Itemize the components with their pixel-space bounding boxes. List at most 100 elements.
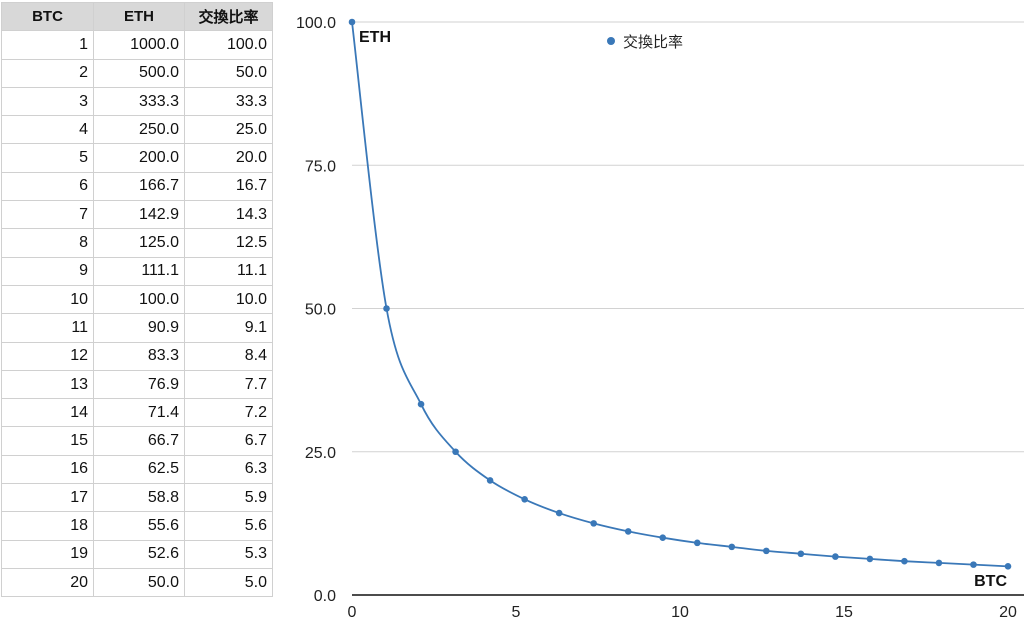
ratio-cell[interactable]: 10.0	[184, 284, 273, 315]
ratio-cell[interactable]: 5.6	[184, 511, 273, 541]
data-point	[797, 550, 805, 558]
y-tick-label: 25.0	[305, 445, 336, 462]
x-tick-label: 0	[348, 604, 357, 621]
btc-cell[interactable]: 12	[1, 341, 94, 371]
table-row: 16 62.5 6.3	[1, 454, 273, 485]
ratio-cell[interactable]: 33.3	[184, 86, 273, 117]
table-row: 18 55.6 5.6	[1, 511, 273, 541]
ratio-cell[interactable]: 8.4	[184, 341, 273, 371]
y-tick-label: 0.0	[314, 588, 336, 605]
btc-cell[interactable]: 20	[1, 567, 94, 598]
eth-cell[interactable]: 142.9	[93, 200, 185, 230]
eth-cell[interactable]: 58.8	[93, 483, 185, 513]
ratio-cell[interactable]: 11.1	[184, 256, 273, 286]
series-line	[351, 21, 1009, 568]
btc-cell[interactable]: 13	[1, 369, 94, 400]
eth-cell[interactable]: 500.0	[93, 58, 185, 88]
data-point	[452, 448, 459, 456]
table-row: 1 1000.0 100.0	[1, 30, 273, 60]
data-point	[728, 543, 736, 551]
y-tick-label: 50.0	[305, 302, 336, 319]
data-table: BTC ETH 交換比率 1 1000.0 100.0 2 500.0 50.0 3 333.…	[1, 1, 273, 598]
table-row: 14 71.4 7.2	[1, 398, 273, 428]
data-point	[417, 400, 425, 408]
btc-cell[interactable]: 4	[1, 115, 94, 145]
ratio-cell[interactable]: 12.5	[184, 228, 273, 258]
x-tick-label: 15	[835, 604, 853, 621]
eth-cell[interactable]: 200.0	[93, 143, 185, 173]
btc-cell[interactable]: 15	[1, 426, 94, 456]
btc-cell[interactable]: 16	[1, 454, 94, 485]
eth-cell[interactable]: 166.7	[93, 171, 185, 202]
btc-cell[interactable]: 6	[1, 171, 94, 202]
eth-cell[interactable]: 1000.0	[93, 30, 185, 60]
eth-cell[interactable]: 125.0	[93, 228, 185, 258]
btc-cell[interactable]: 8	[1, 228, 94, 258]
table-row: 6 166.7 16.7	[1, 171, 273, 202]
data-point	[624, 528, 632, 535]
btc-cell[interactable]: 1	[1, 30, 94, 60]
data-point	[866, 555, 874, 563]
btc-cell[interactable]: 18	[1, 511, 94, 541]
btc-cell[interactable]: 9	[1, 256, 94, 286]
eth-cell[interactable]: 250.0	[93, 115, 185, 145]
table-row: 13 76.9 7.7	[1, 369, 273, 400]
ratio-cell[interactable]: 7.2	[184, 398, 273, 428]
ratio-cell[interactable]: 100.0	[184, 30, 273, 60]
ratio-cell[interactable]: 9.1	[184, 313, 273, 343]
legend-marker	[607, 37, 615, 45]
ratio-cell[interactable]: 6.7	[184, 426, 273, 456]
btc-cell[interactable]: 2	[1, 58, 94, 88]
btc-cell[interactable]: 11	[1, 313, 94, 343]
data-point	[590, 520, 597, 527]
x-tick-label: 20	[999, 604, 1017, 621]
ratio-cell[interactable]: 20.0	[184, 143, 273, 173]
btc-cell[interactable]: 7	[1, 200, 94, 230]
header-cell-btc[interactable]: BTC	[1, 1, 94, 32]
ratio-cell[interactable]: 50.0	[184, 58, 273, 88]
data-point	[348, 18, 356, 26]
btc-cell[interactable]: 5	[1, 143, 94, 173]
x-axis-title: BTC	[974, 573, 1007, 590]
eth-cell[interactable]: 55.6	[93, 511, 185, 541]
eth-cell[interactable]: 90.9	[93, 313, 185, 343]
table-row: 9 111.1 11.1	[1, 256, 273, 286]
data-point	[901, 557, 908, 565]
ratio-cell[interactable]: 14.3	[184, 200, 273, 230]
table-header-row: BTC ETH 交換比率	[1, 1, 273, 32]
header-cell-eth[interactable]: ETH	[93, 1, 185, 32]
table-row: 20 50.0 5.0	[1, 567, 273, 598]
ratio-cell[interactable]: 5.3	[184, 539, 273, 569]
ratio-cell[interactable]: 16.7	[184, 171, 273, 202]
btc-cell[interactable]: 19	[1, 539, 94, 569]
header-cell-ratio[interactable]: 交換比率	[184, 1, 273, 32]
ratio-cell[interactable]: 5.9	[184, 483, 273, 513]
eth-cell[interactable]: 76.9	[93, 369, 185, 400]
eth-cell[interactable]: 66.7	[93, 426, 185, 456]
eth-cell[interactable]: 100.0	[93, 284, 185, 315]
btc-cell[interactable]: 3	[1, 86, 94, 117]
eth-cell[interactable]: 52.6	[93, 539, 185, 569]
eth-cell[interactable]: 111.1	[93, 256, 185, 286]
btc-cell[interactable]: 14	[1, 398, 94, 428]
eth-cell[interactable]: 71.4	[93, 398, 185, 428]
eth-cell[interactable]: 83.3	[93, 341, 185, 371]
chart: 0.0 25.0 50.0 75.0 100.0 0 5 10 15 20 ETH BTC 交換比率	[296, 15, 1024, 621]
ratio-cell[interactable]: 6.3	[184, 454, 273, 485]
btc-cell[interactable]: 10	[1, 284, 94, 315]
data-point	[1004, 563, 1012, 570]
table-row: 4 250.0 25.0	[1, 115, 273, 145]
eth-cell[interactable]: 333.3	[93, 86, 185, 117]
ratio-cell[interactable]: 5.0	[184, 567, 273, 598]
eth-cell[interactable]: 50.0	[93, 567, 185, 598]
data-point	[555, 509, 563, 517]
btc-cell[interactable]: 17	[1, 483, 94, 513]
ratio-cell[interactable]: 7.7	[184, 369, 273, 400]
table-row: 2 500.0 50.0	[1, 58, 273, 88]
table-row: 17 58.8 5.9	[1, 483, 273, 513]
table-row: 5 200.0 20.0	[1, 143, 273, 173]
ratio-cell[interactable]: 25.0	[184, 115, 273, 145]
eth-cell[interactable]: 62.5	[93, 454, 185, 485]
y-tick-label: 100.0	[296, 15, 336, 32]
y-tick-label: 75.0	[305, 158, 336, 175]
